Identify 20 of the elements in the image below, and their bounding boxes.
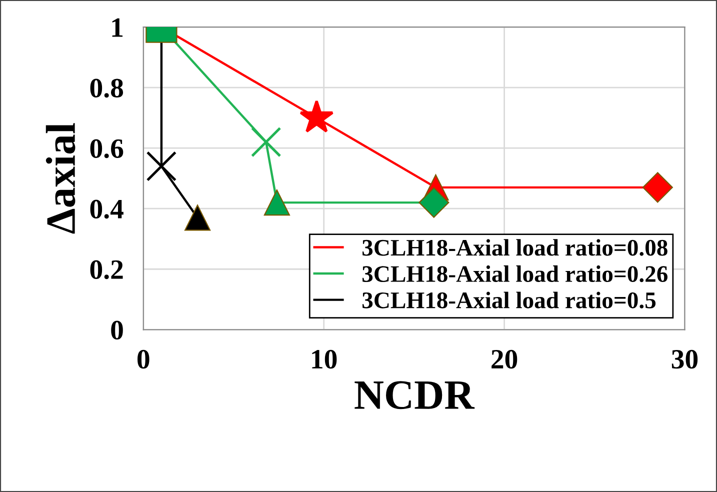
y-axis-title: Δaxial xyxy=(46,123,76,234)
x-tick-label: 30 xyxy=(672,350,698,369)
x-tick-label: 20 xyxy=(492,350,518,369)
y-tick-label: 1 xyxy=(112,18,123,37)
y-tick-label: 0 xyxy=(111,320,123,340)
x-tick-label: 10 xyxy=(312,350,337,369)
y-tick-label: 0.2 xyxy=(90,260,123,280)
y-tick-label: 0.8 xyxy=(90,78,124,98)
legend-label: 3CLH18-Axial load ratio=0.5 xyxy=(362,292,656,308)
point xyxy=(418,187,450,218)
legend-label: 3CLH18-Axial load ratio=0.26 xyxy=(362,265,668,282)
point xyxy=(300,100,334,133)
x-axis-title: NCDR xyxy=(354,381,475,410)
point xyxy=(642,172,673,203)
point xyxy=(264,190,290,216)
point xyxy=(184,204,211,231)
legend-label: 3CLH18-Axial load ratio=0.08 xyxy=(362,239,668,256)
y-tick-label: 0.6 xyxy=(90,139,124,158)
y-tick-label: 0.4 xyxy=(90,200,124,219)
x-tick-label: 0 xyxy=(138,350,150,369)
